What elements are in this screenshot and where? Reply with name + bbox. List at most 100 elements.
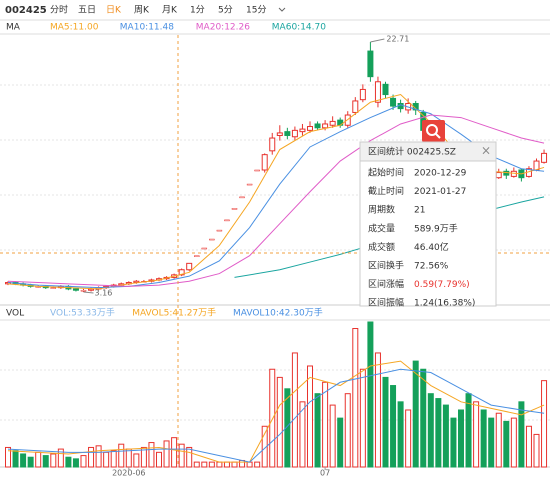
high-pointer xyxy=(370,38,385,43)
volume-bar xyxy=(473,401,480,468)
period-tab[interactable]: 5分 xyxy=(218,5,233,16)
search-icon xyxy=(435,133,441,139)
low-pointer xyxy=(83,291,94,294)
period-tab[interactable]: 1分 xyxy=(190,5,205,16)
volume-bar xyxy=(186,446,193,468)
candle-body xyxy=(291,129,298,138)
candle-body xyxy=(322,123,329,129)
candle-body xyxy=(359,88,366,101)
popup-value: 1.24(16.38%) xyxy=(414,299,475,309)
candle-body xyxy=(374,81,381,103)
volume-bar xyxy=(314,393,321,468)
popup-value: 589.9万手 xyxy=(414,222,458,234)
volume-bar xyxy=(533,433,540,468)
candle-body xyxy=(269,137,276,152)
popup-label: 区间涨幅 xyxy=(368,278,404,290)
dropdown-arrow xyxy=(278,7,286,12)
candle-body xyxy=(352,100,359,113)
candle-body xyxy=(239,196,245,199)
volume-bar xyxy=(201,461,208,468)
period-tab[interactable]: 周K xyxy=(134,5,150,16)
volume-bar xyxy=(427,393,434,468)
volume-bar xyxy=(133,453,140,468)
popup-label: 截止时间 xyxy=(368,185,404,197)
popup-value: 21 xyxy=(414,206,425,216)
legend-item: MA10:11.48 xyxy=(120,23,174,33)
popup-bg xyxy=(359,141,497,307)
volume-bar xyxy=(20,453,27,468)
plot xyxy=(5,42,548,468)
popup-label: 区间换手 xyxy=(368,260,404,272)
popup-value: 0.59(7.79%) xyxy=(414,280,470,290)
volume-bar xyxy=(88,446,95,468)
popup-value: 2020-12-29 xyxy=(414,169,467,179)
volume-bar xyxy=(291,352,298,468)
popup-label: 区间振幅 xyxy=(368,297,404,309)
volume-bar xyxy=(412,360,419,468)
legend-item: MA5:11.00 xyxy=(50,23,99,33)
candle-body xyxy=(231,208,238,210)
volume-bar xyxy=(103,451,110,468)
legend-item: MAVOL5:41.27万手 xyxy=(132,307,216,319)
volume-bar xyxy=(269,368,276,468)
volume-bar xyxy=(442,404,449,468)
candle-body xyxy=(246,183,253,186)
candle-body xyxy=(329,120,336,126)
volume-bar xyxy=(344,393,351,468)
volume-bar xyxy=(495,412,502,468)
x-tick-label: 2020-06 xyxy=(112,469,145,478)
volume-bar xyxy=(12,450,19,468)
volume-bar xyxy=(458,409,464,468)
volume-bar xyxy=(125,448,132,468)
volume-bar xyxy=(42,455,49,468)
candle-body xyxy=(307,126,313,131)
search-bg[interactable] xyxy=(422,120,445,142)
candle-body xyxy=(194,255,200,257)
period-tab[interactable]: 月K xyxy=(162,5,178,16)
popup-label: 成交额 xyxy=(368,241,395,253)
candle-body xyxy=(224,219,230,222)
candle-body xyxy=(314,123,321,129)
volume-bar xyxy=(110,450,117,468)
candle-body xyxy=(186,262,193,271)
x-tick-label: 07 xyxy=(320,469,330,478)
volume-bar xyxy=(276,376,283,468)
popup-label: 起始时间 xyxy=(368,167,404,179)
legend-title: MA xyxy=(6,23,21,33)
volume-bar xyxy=(397,401,404,468)
volume-bar xyxy=(208,461,215,468)
period-tab[interactable]: 五日 xyxy=(78,5,96,16)
candle-body xyxy=(276,132,283,136)
volume-bar xyxy=(322,381,329,468)
period-tab[interactable]: 分时 xyxy=(50,4,68,16)
legend-item: MA60:14.70 xyxy=(272,23,326,33)
volume-bar xyxy=(525,425,532,468)
period-tab[interactable]: 日K xyxy=(106,5,122,16)
volume-bar xyxy=(352,328,359,468)
volume-bar xyxy=(465,393,472,468)
popup-value: 2021-01-27 xyxy=(414,187,466,197)
volume-bar xyxy=(307,365,313,468)
legend-item: MAVOL10:42.30万手 xyxy=(233,307,323,319)
volume-bar xyxy=(405,409,412,468)
popup-header xyxy=(359,141,497,162)
volume-bar xyxy=(367,321,374,468)
candle-body xyxy=(254,169,260,172)
search-icon xyxy=(426,124,438,136)
close-button[interactable]: × xyxy=(481,144,491,158)
search-button[interactable] xyxy=(422,120,445,142)
volume-bar xyxy=(193,461,200,468)
stock-code: 002425 xyxy=(5,5,47,16)
period-tab[interactable]: 15分 xyxy=(246,5,266,16)
volume-bar xyxy=(57,448,64,468)
volume-bar xyxy=(239,459,246,468)
volume-bar xyxy=(5,446,11,468)
volume-bar xyxy=(541,380,548,468)
candle-body xyxy=(50,287,57,289)
volume-bar xyxy=(359,368,366,468)
volume-bar xyxy=(80,455,87,468)
volume-bar xyxy=(178,443,185,468)
volume-bar xyxy=(35,451,42,468)
legend-item: MA20:12.26 xyxy=(196,23,250,33)
volume-bar xyxy=(480,409,487,468)
